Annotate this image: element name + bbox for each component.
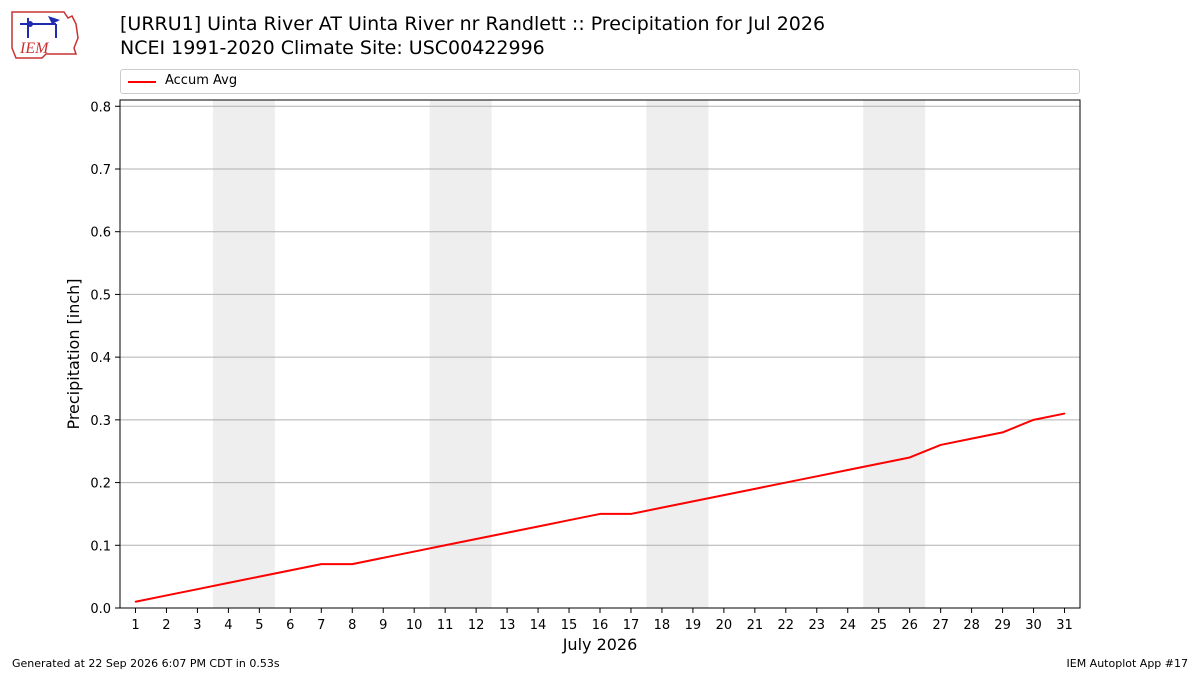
series-layer bbox=[134, 412, 1066, 603]
data-point bbox=[1032, 419, 1035, 421]
y-tick-label: 0.8 bbox=[90, 100, 111, 115]
weekend-band bbox=[212, 100, 275, 608]
data-point bbox=[382, 557, 385, 559]
data-point bbox=[351, 563, 354, 565]
x-axis-label: July 2026 bbox=[562, 635, 638, 654]
data-point bbox=[877, 462, 880, 465]
x-tick-label: 1 bbox=[131, 618, 139, 633]
data-point bbox=[506, 531, 508, 534]
data-point bbox=[723, 494, 725, 496]
x-tick-label: 11 bbox=[437, 618, 454, 633]
chart-title: [URRU1] Uinta River AT Uinta River nr Ra… bbox=[120, 12, 825, 60]
x-tick-label: 21 bbox=[747, 618, 764, 633]
data-point bbox=[846, 469, 849, 471]
data-point bbox=[413, 550, 415, 553]
data-point bbox=[568, 519, 570, 521]
data-point bbox=[320, 563, 323, 565]
x-tick-label: 17 bbox=[623, 618, 640, 633]
data-point bbox=[444, 544, 446, 547]
x-tick-label: 22 bbox=[778, 618, 795, 633]
y-tick-label: 0.5 bbox=[90, 288, 111, 303]
data-point bbox=[258, 575, 261, 578]
legend: Accum Avg bbox=[120, 69, 1080, 94]
data-point bbox=[908, 456, 911, 459]
y-axis-label: Precipitation [inch] bbox=[64, 278, 83, 429]
app-label: IEM Autoplot App #17 bbox=[1066, 657, 1189, 670]
logo-text: IEM bbox=[19, 40, 50, 57]
x-tick-label: 24 bbox=[839, 618, 856, 633]
data-point bbox=[970, 437, 973, 440]
data-point bbox=[754, 488, 756, 490]
x-tick-label: 6 bbox=[286, 618, 294, 633]
x-tick-label: 25 bbox=[870, 618, 887, 633]
x-tick-label: 23 bbox=[809, 618, 826, 633]
x-tick-label: 4 bbox=[224, 618, 232, 633]
weekend-band bbox=[646, 100, 709, 608]
x-tick-label: 16 bbox=[592, 618, 609, 633]
data-point bbox=[289, 569, 292, 572]
x-tick-label: 27 bbox=[932, 618, 949, 633]
data-point bbox=[1063, 412, 1066, 415]
title-line-2: NCEI 1991-2020 Climate Site: USC00422996 bbox=[120, 37, 545, 59]
x-tick-label: 2 bbox=[162, 618, 170, 633]
data-point bbox=[939, 444, 942, 446]
generated-note: Generated at 22 Sep 2026 6:07 PM CDT in … bbox=[12, 657, 280, 670]
x-tick-label: 31 bbox=[1056, 618, 1073, 633]
x-tick-label: 15 bbox=[561, 618, 578, 633]
x-tick-label: 12 bbox=[468, 618, 485, 633]
x-tick-label: 8 bbox=[348, 618, 356, 633]
x-tick-label: 9 bbox=[379, 618, 387, 633]
legend-label: Accum Avg bbox=[165, 73, 238, 88]
x-tick-label: 5 bbox=[255, 618, 263, 633]
title-line-1: [URRU1] Uinta River AT Uinta River nr Ra… bbox=[120, 13, 826, 35]
y-tick-label: 0.0 bbox=[90, 602, 111, 617]
data-point bbox=[599, 513, 601, 515]
data-point bbox=[815, 475, 818, 478]
x-tick-label: 3 bbox=[193, 618, 201, 633]
data-point bbox=[785, 481, 787, 484]
x-tick-label: 20 bbox=[716, 618, 733, 633]
x-tick-label: 14 bbox=[530, 618, 547, 633]
y-tick-label: 0.1 bbox=[90, 539, 111, 554]
iem-logo: IEM bbox=[6, 4, 84, 60]
weekend-band bbox=[429, 100, 492, 608]
data-point bbox=[1001, 431, 1004, 434]
x-tick-label: 13 bbox=[499, 618, 516, 633]
x-tick-label: 29 bbox=[994, 618, 1011, 633]
data-point bbox=[661, 506, 663, 509]
data-point bbox=[692, 500, 694, 503]
y-tick-label: 0.3 bbox=[90, 414, 111, 429]
legend-swatch bbox=[128, 81, 156, 83]
data-point bbox=[134, 600, 137, 603]
y-tick-label: 0.7 bbox=[90, 163, 111, 178]
x-tick-label: 10 bbox=[406, 618, 423, 633]
weekend-bands bbox=[212, 100, 926, 608]
data-point bbox=[227, 582, 230, 584]
y-tick-label: 0.6 bbox=[90, 226, 111, 241]
x-axis-ticks: 1 2 3 4 5 6 7 8 9 10 11 12 13 14 15 16 17 18 19 20 21 22 23 24 2… bbox=[131, 608, 1073, 633]
data-point bbox=[630, 513, 632, 515]
y-tick-label: 0.2 bbox=[90, 477, 111, 492]
x-tick-label: 30 bbox=[1025, 618, 1042, 633]
x-tick-label: 26 bbox=[901, 618, 918, 633]
y-axis-ticks: 0.0 0.1 0.2 0.3 0.4 0.5 0.6 0.7 0.8 bbox=[90, 100, 120, 617]
x-tick-label: 19 bbox=[685, 618, 702, 633]
data-point bbox=[475, 538, 477, 540]
x-tick-label: 7 bbox=[317, 618, 325, 633]
data-point bbox=[196, 588, 199, 590]
x-tick-label: 18 bbox=[654, 618, 671, 633]
x-tick-label: 28 bbox=[963, 618, 980, 633]
y-tick-label: 0.4 bbox=[90, 351, 111, 366]
data-point bbox=[537, 525, 539, 528]
weekend-band bbox=[863, 100, 926, 608]
data-point bbox=[165, 594, 168, 597]
